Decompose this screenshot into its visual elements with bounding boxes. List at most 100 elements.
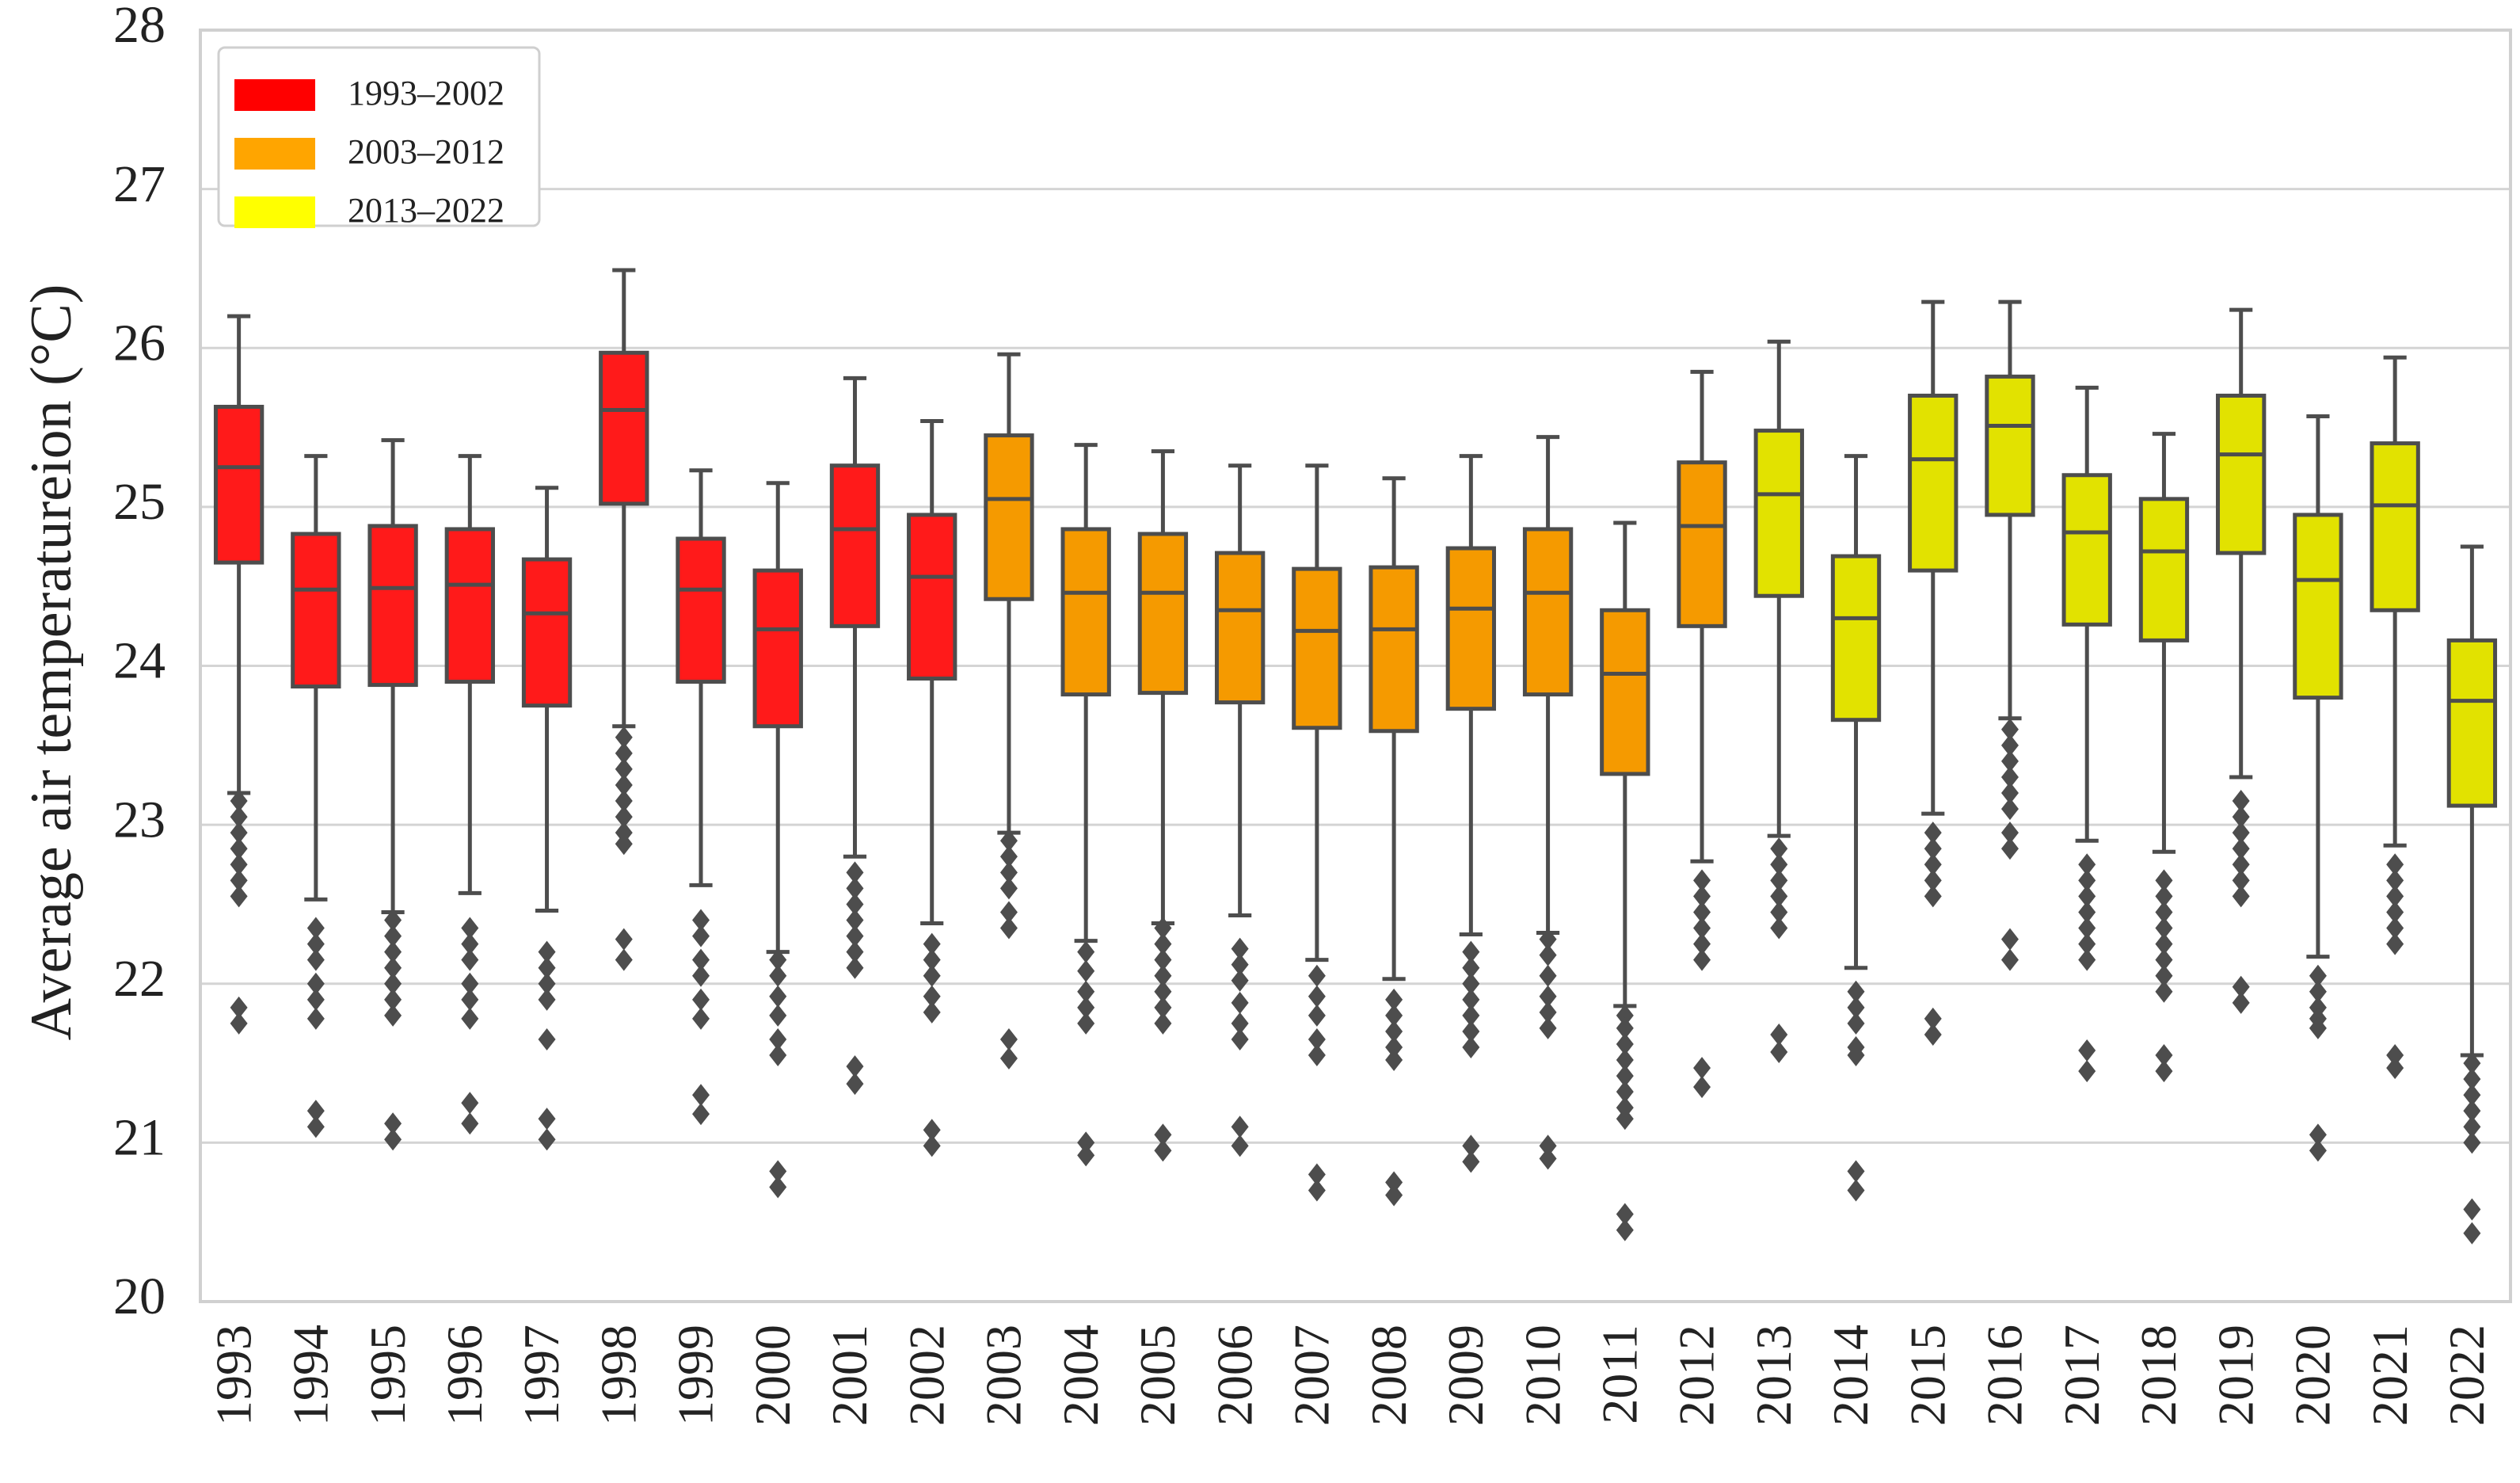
outlier-point [230, 869, 248, 892]
outlier-point [306, 972, 325, 995]
outlier-point [2386, 1044, 2404, 1067]
outlier-point [1077, 996, 1095, 1019]
outlier-point [2000, 734, 2019, 757]
outlier-point [1770, 1041, 1788, 1064]
outlier-point [1539, 1147, 1557, 1170]
outlier-point [2155, 980, 2173, 1003]
outlier-point [846, 924, 864, 947]
outlier-point [2000, 782, 2019, 804]
x-tick-label: 2021 [2362, 1325, 2418, 1426]
box-1995 [367, 438, 418, 1151]
x-tick-label: 1997 [513, 1325, 569, 1426]
outlier-point [999, 917, 1018, 940]
outlier-point [538, 940, 556, 963]
box-body [1214, 551, 1266, 705]
outlier-point [2463, 1222, 2481, 1245]
outlier-point [538, 988, 556, 1011]
outlier-point [2078, 853, 2096, 876]
outlier-point [2309, 1139, 2327, 1162]
box-2009 [1445, 454, 1497, 1173]
outlier-point [538, 1128, 556, 1151]
outlier-point [2078, 869, 2096, 892]
outlier-point [2232, 853, 2250, 876]
outlier-point [846, 940, 864, 963]
outlier-point [1693, 1057, 1711, 1080]
outlier-point [615, 773, 633, 796]
outlier-point [2232, 975, 2250, 998]
outlier-point [846, 861, 864, 884]
outlier-point [999, 861, 1018, 884]
outlier-point [2000, 718, 2019, 741]
outlier-point [2232, 822, 2250, 844]
outlier-point [1924, 869, 1942, 892]
y-tick-label: 24 [113, 632, 166, 690]
y-tick-label: 21 [113, 1109, 166, 1167]
outlier-point [1924, 885, 1942, 908]
y-tick-label: 23 [113, 791, 166, 848]
outlier-point [769, 964, 787, 987]
outlier-point [1616, 1032, 1634, 1055]
outlier-point [1770, 869, 1788, 892]
outlier-point [1231, 1115, 1249, 1138]
outlier-point [461, 1112, 479, 1135]
x-tick-label: 2005 [1129, 1325, 1186, 1426]
x-tick-label: 2022 [2438, 1325, 2495, 1426]
x-tick-label: 2008 [1361, 1325, 1417, 1426]
box-2019 [2216, 307, 2267, 1014]
box-2007 [1292, 463, 1342, 1202]
box-body [1677, 460, 1727, 628]
legend-swatch [234, 196, 315, 228]
box-body [1368, 565, 1419, 734]
outlier-point [2386, 901, 2404, 924]
outlier-point [1154, 996, 1172, 1019]
box-2012 [1677, 369, 1727, 1099]
outlier-point [692, 988, 710, 1011]
outlier-point [2463, 1084, 2481, 1107]
box-2022 [2446, 544, 2498, 1245]
outlier-point [306, 948, 325, 971]
outlier-point [538, 1107, 556, 1130]
y-tick-label: 28 [113, 0, 166, 54]
outlier-point [1462, 1020, 1480, 1043]
box-2011 [1600, 520, 1650, 1241]
outlier-point [1693, 885, 1711, 908]
outlier-point [692, 1103, 710, 1126]
outlier-point [2232, 837, 2250, 860]
outlier-point [2000, 928, 2019, 951]
outlier-point [2386, 885, 2404, 908]
outlier-point [615, 822, 633, 844]
outlier-point [615, 948, 633, 971]
outlier-point [1308, 1044, 1326, 1067]
outlier-point [1847, 1179, 1865, 1202]
outlier-point [1616, 1096, 1634, 1119]
box-series [213, 268, 2498, 1245]
outlier-point [2155, 917, 2173, 940]
outlier-point [923, 964, 941, 987]
outlier-point [1693, 948, 1711, 971]
box-1998 [599, 268, 649, 971]
outlier-point [1462, 988, 1480, 1011]
outlier-point [2078, 917, 2096, 940]
outlier-point [1154, 1139, 1172, 1162]
outlier-point [1154, 964, 1172, 987]
box-2008 [1368, 476, 1419, 1207]
box-2004 [1060, 443, 1111, 1167]
outlier-point [1154, 980, 1172, 1003]
x-tick-label: 1993 [205, 1325, 261, 1426]
outlier-point [461, 917, 479, 940]
box-body [1445, 546, 1497, 711]
box-body [2138, 497, 2190, 642]
outlier-point [1847, 1044, 1865, 1067]
box-body [1908, 393, 1959, 573]
outlier-point [1231, 969, 1249, 992]
outlier-point [846, 1055, 864, 1078]
plot-frame [199, 29, 2512, 1303]
outlier-point [306, 1007, 325, 1030]
legend-label: 2013–2022 [348, 191, 504, 230]
outlier-point [1385, 1020, 1403, 1043]
outlier-point [1924, 837, 1942, 860]
box-2002 [907, 419, 957, 1157]
outlier-point [1154, 917, 1172, 940]
outlier-point [1231, 953, 1249, 976]
outlier-point [846, 893, 864, 916]
